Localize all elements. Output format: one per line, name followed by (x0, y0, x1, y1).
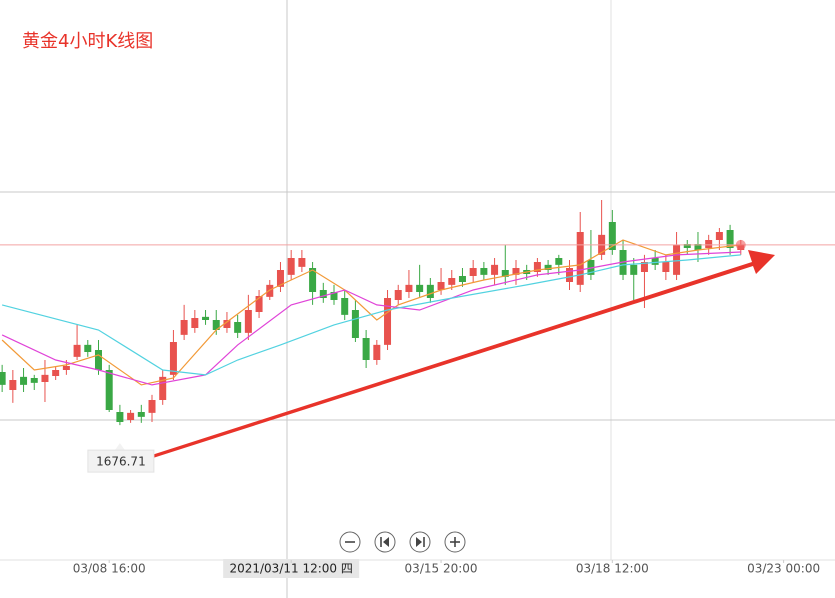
candle-body (255, 296, 263, 312)
candle-body (234, 322, 242, 333)
x-tick-label: 2021/03/11 12:00 四 (229, 562, 352, 576)
moving-average-line (1, 239, 741, 386)
candle-body (180, 320, 188, 335)
candle-body (137, 412, 145, 417)
candle-body (266, 284, 274, 297)
x-tick-label: 03/18 12:00 (576, 562, 649, 576)
candle-body (726, 230, 734, 248)
candle-body (52, 370, 60, 376)
low-label-box (87, 449, 155, 473)
candle-body (715, 232, 723, 240)
candle-body (319, 290, 327, 298)
chart-title: 黄金4小时K线图 (22, 31, 153, 52)
candle-body (105, 370, 113, 410)
controls (339, 531, 466, 553)
candle-body (0, 372, 6, 385)
low-label: 1676.71 (96, 455, 146, 469)
candle-body (62, 366, 70, 370)
candle-body (651, 258, 659, 265)
step-back-button[interactable] (374, 531, 396, 553)
candle-body (630, 264, 638, 275)
candle-body (373, 344, 381, 360)
plot-area (0, 200, 835, 426)
candle-body (576, 232, 584, 285)
moving-average-line (1, 254, 741, 376)
candle-body (94, 350, 102, 370)
candle-body (212, 320, 220, 330)
candle-body (9, 380, 17, 390)
candle-body (394, 290, 402, 300)
candle-body (309, 268, 317, 292)
x-tick-label: 03/23 00:00 (747, 562, 820, 576)
candle-body (437, 282, 445, 290)
candle-body (73, 344, 81, 357)
candle-body (683, 244, 691, 248)
candle-body (330, 292, 338, 300)
candle-body (191, 318, 199, 328)
candle-body (127, 412, 135, 420)
candle-body (202, 316, 210, 320)
annotation: 1676.71 (87, 250, 775, 473)
candle-body (640, 262, 648, 272)
candle-body (84, 344, 92, 352)
candle-body (512, 268, 520, 275)
candle-body (405, 284, 413, 292)
candle-body (426, 284, 434, 298)
candle-body (362, 338, 370, 360)
candle-body (384, 298, 392, 345)
candle-body (501, 270, 509, 277)
candle-body (223, 320, 231, 328)
crosshair-label-bg (223, 559, 360, 578)
candle-body (705, 240, 713, 248)
candle-body (287, 258, 295, 275)
candle-body (448, 278, 456, 285)
zoom-in-button[interactable] (444, 531, 466, 553)
candle-body (491, 264, 499, 275)
candle-body (566, 268, 574, 282)
candle-body (469, 268, 477, 276)
candle-body (533, 262, 541, 272)
candle-body (341, 298, 349, 315)
candle-body (298, 258, 306, 267)
candle-body (694, 244, 702, 250)
x-tick-label: 03/15 20:00 (405, 562, 478, 576)
candle-body (351, 310, 359, 338)
candle-body (662, 262, 670, 272)
candle-body (41, 374, 49, 382)
candle-body (480, 268, 488, 275)
trend-arrow (130, 250, 775, 465)
step-forward-button[interactable] (409, 531, 431, 553)
low-label-pointer (114, 443, 125, 451)
last-price-dot (735, 239, 746, 250)
candle-body (608, 222, 616, 250)
candle-body (416, 284, 424, 292)
candle-body (30, 378, 38, 383)
x-tick-label: 03/08 16:00 (73, 562, 146, 576)
candle-body (458, 276, 466, 282)
candle-body (148, 400, 156, 413)
candle-body (244, 310, 252, 333)
candle-body (555, 258, 563, 265)
candle-body (159, 376, 167, 400)
candle-body (276, 270, 284, 287)
candle-body (116, 412, 124, 422)
candle-body (169, 342, 177, 375)
candle-body (673, 244, 681, 275)
moving-average-line (1, 251, 741, 386)
zoom-out-button[interactable] (339, 531, 361, 553)
candle-body (20, 376, 28, 385)
candle-body (544, 264, 552, 270)
